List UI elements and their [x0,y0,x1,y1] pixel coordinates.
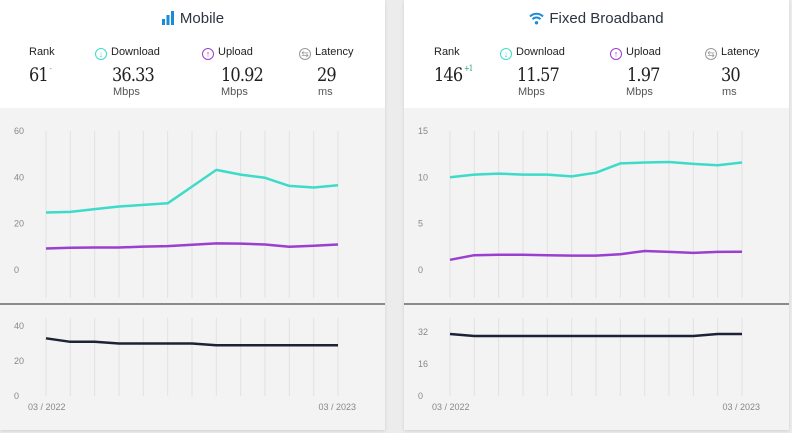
metrics-row: Rank 61- ↓ Download 36.33 Mbps ↑ Upload 10… [0,45,385,105]
rank-value: 146 +1 [434,64,502,86]
metric-upload[interactable]: ↑ Upload 1.97 Mbps [610,45,690,98]
latency-label: Latency [315,46,354,58]
upload-value: 10.92 [221,64,264,86]
latency-icon: ⇆ [299,48,311,60]
x-label-end: 03 / 2023 [722,402,760,412]
y-tick-label: 60 [14,126,24,136]
x-label-start: 03 / 2022 [28,402,66,412]
rank-number: 146 [434,64,463,86]
download-label: Download [111,46,160,58]
latency-unit: ms [318,86,333,98]
chart-area[interactable]: 0 5 10 15 0 16 32 03 / 2022 03 / 2023 [404,108,789,430]
upload-arrow-icon: ↑ [202,48,214,60]
metric-download[interactable]: ↓ Download 11.57 Mbps [500,45,580,98]
metric-upload[interactable]: ↑ Upload 10.92 Mbps [202,45,282,98]
chart-area[interactable]: 0 20 40 60 0 20 40 03 / 2022 03 / 2023 [0,108,385,430]
download-value: 11.57 [517,64,560,86]
metric-latency[interactable]: ⇆ Latency 29 ms [299,45,379,98]
latency-icon: ⇆ [705,48,717,60]
metric-rank: Rank 61- [29,45,109,86]
y-tick-label: 0 [418,391,423,401]
y-tick-label: 5 [418,219,423,229]
rank-delta: - [49,64,52,73]
y-tick-label: 0 [14,391,19,401]
y-tick-label: 32 [418,327,428,337]
download-label: Download [516,46,565,58]
panel-title: Mobile [0,10,385,29]
download-unit: Mbps [518,86,545,98]
upload-label: Upload [218,46,253,58]
panel-title-text: Fixed Broadband [549,10,664,27]
y-tick-label: 20 [14,356,24,366]
rank-value: 61- [29,64,97,86]
y-tick-label: 0 [418,265,423,275]
upload-series-line [449,249,743,262]
latency-label: Latency [721,46,760,58]
y-tick-label: 16 [418,359,428,369]
upload-label: Upload [626,46,661,58]
latency-unit: ms [722,86,737,98]
upload-arrow-icon: ↑ [610,48,622,60]
latency-series-line [449,332,742,338]
y-tick-label: 10 [418,172,428,182]
mobile-charts[interactable]: 0 20 40 60 0 20 40 03 / 2022 03 / 2023 [0,108,385,430]
y-tick-label: 15 [418,126,428,136]
rank-number: 61 [29,64,49,86]
download-unit: Mbps [113,86,140,98]
download-series-line [449,160,743,179]
metric-rank: Rank 146 +1 [434,45,514,86]
upload-unit: Mbps [221,86,248,98]
x-label-start: 03 / 2022 [432,402,470,412]
signal-bars-icon [161,11,175,29]
metric-latency[interactable]: ⇆ Latency 30 ms [705,45,785,98]
upload-value: 1.97 [627,64,660,86]
download-arrow-icon: ↓ [95,48,107,60]
y-tick-label: 40 [14,172,24,182]
rank-delta: +1 [463,64,473,73]
y-tick-label: 0 [14,265,19,275]
panel-title-text: Mobile [179,10,225,27]
x-label-end: 03 / 2023 [318,402,356,412]
y-tick-label: 40 [14,321,24,331]
y-tick-label: 20 [14,219,24,229]
upload-series-line [45,242,339,250]
latency-value: 29 [317,64,337,86]
metrics-row: Rank 146 +1 ↓ Download 11.57 Mbps ↑ Upload … [404,45,789,105]
rank-label: Rank [29,46,55,58]
panel-title: Fixed Broadband [404,10,789,29]
mobile-panel: Mobile Rank 61- ↓ Download 36.33 Mbps ↑ Up… [0,0,385,430]
fixed-broadband-charts[interactable]: 0 5 10 15 0 16 32 03 / 2022 03 / 2023 [404,108,789,430]
rank-label: Rank [434,46,460,58]
latency-value: 30 [721,64,741,86]
upload-unit: Mbps [626,86,653,98]
metric-download[interactable]: ↓ Download 36.33 Mbps [95,45,175,98]
download-series-line [45,168,339,214]
fixed-broadband-panel: Fixed Broadband Rank 146 +1 ↓ Download 11.… [404,0,789,430]
download-arrow-icon: ↓ [500,48,512,60]
wifi-icon [529,12,545,29]
download-value: 36.33 [112,64,155,86]
latency-series-line [45,337,338,347]
